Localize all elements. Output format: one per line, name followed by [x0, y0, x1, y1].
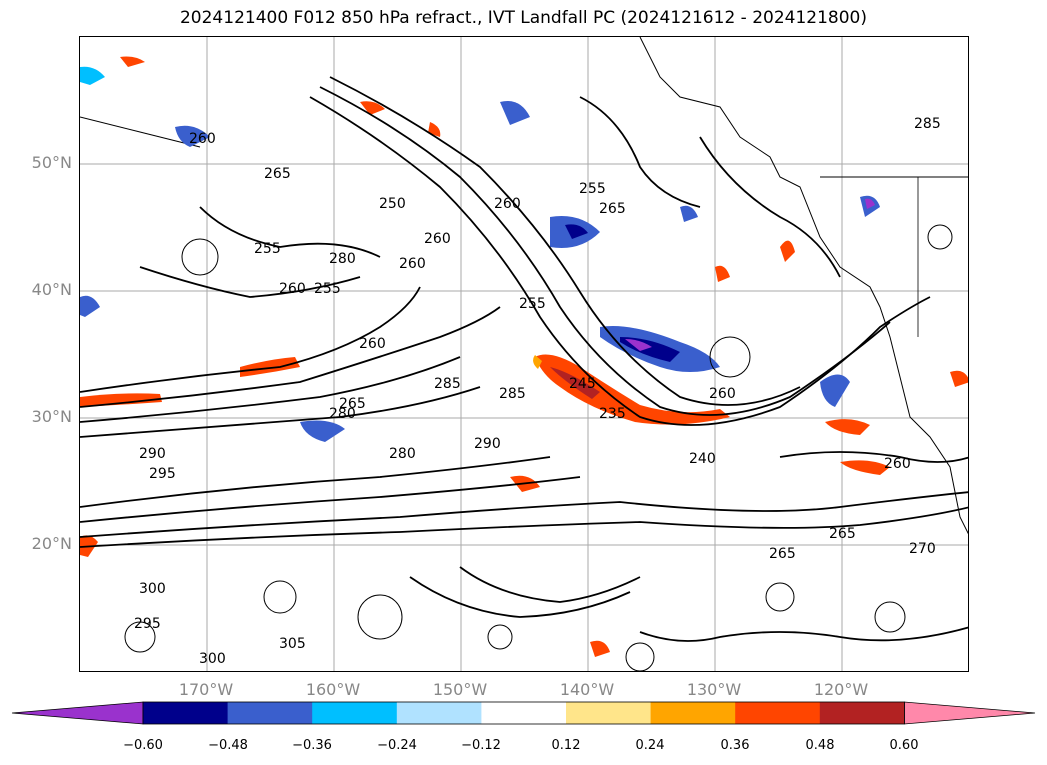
contour-label: 290 — [139, 446, 166, 462]
contour-label: 265 — [829, 526, 856, 542]
contour-label: 260 — [424, 231, 451, 247]
contour-label: 260 — [399, 256, 426, 272]
refractivity-contours — [80, 76, 968, 642]
colorbar-tick: 0.60 — [889, 738, 919, 753]
contour-label: 285 — [499, 386, 526, 402]
lon-label-150w: 150°W — [432, 680, 488, 699]
contour-label: 260 — [189, 131, 216, 147]
colorbar-tick: 0.24 — [635, 738, 665, 753]
colorbar-segment — [481, 702, 567, 724]
colorbar-tick: 0.36 — [720, 738, 750, 753]
lon-label-170w: 170°W — [178, 680, 234, 699]
lon-label-160w: 160°W — [305, 680, 361, 699]
colorbar-extend-high — [904, 701, 1036, 725]
contour-label: 250 — [379, 196, 406, 212]
contour-label: 240 — [689, 451, 716, 467]
lat-label-40n: 40°N — [31, 280, 72, 299]
contour-label: 260 — [709, 386, 736, 402]
map-panel — [79, 36, 969, 672]
contour-label: 305 — [279, 636, 306, 652]
contour-label: 265 — [599, 201, 626, 217]
colorbar — [11, 701, 1036, 725]
lon-label-120w: 120°W — [813, 680, 869, 699]
contour-label: 300 — [199, 651, 226, 667]
colorbar-segment — [566, 702, 652, 724]
lat-label-50n: 50°N — [31, 153, 72, 172]
contour-label: 285 — [914, 116, 941, 132]
colorbar-segment — [312, 702, 398, 724]
lon-label-130w: 130°W — [686, 680, 742, 699]
contour-label: 295 — [134, 616, 161, 632]
small-contours — [124, 224, 953, 671]
contour-label: 290 — [474, 436, 501, 452]
colorbar-extend-low — [11, 701, 144, 725]
map-canvas — [80, 37, 968, 671]
lon-label-140w: 140°W — [559, 680, 615, 699]
contour-label: 255 — [314, 281, 341, 297]
contour-label: 270 — [909, 541, 936, 557]
colorbar-segment — [650, 702, 736, 724]
colorbar-tick: 0.12 — [551, 738, 581, 753]
colorbar-tick: −0.36 — [292, 738, 332, 753]
contour-label: 265 — [769, 546, 796, 562]
colorbar-segment — [396, 702, 482, 724]
contour-label: 280 — [329, 251, 356, 267]
colorbar-segment — [143, 702, 229, 724]
colorbar-segment — [819, 702, 905, 724]
lat-label-30n: 30°N — [31, 407, 72, 426]
colorbar-tick: −0.24 — [377, 738, 417, 753]
contour-label: 260 — [279, 281, 306, 297]
contour-label: 235 — [599, 406, 626, 422]
contour-label: 255 — [579, 181, 606, 197]
colorbar-segment — [735, 702, 821, 724]
contour-label: 260 — [494, 196, 521, 212]
contour-label: 280 — [329, 406, 356, 422]
contour-label: 255 — [519, 296, 546, 312]
contour-label: 265 — [339, 396, 366, 412]
contour-label: 280 — [389, 446, 416, 462]
contour-label: 245 — [569, 376, 596, 392]
colorbar-tick: 0.48 — [805, 738, 835, 753]
colorbar-segment — [227, 702, 313, 724]
colorbar-tick: −0.48 — [208, 738, 248, 753]
colorbar-tick: −0.60 — [123, 738, 163, 753]
colorbar-tick: −0.12 — [461, 738, 501, 753]
coastline — [80, 37, 968, 535]
contour-label: 260 — [359, 336, 386, 352]
contour-label: 295 — [149, 466, 176, 482]
lat-label-20n: 20°N — [31, 534, 72, 553]
contour-label: 260 — [884, 456, 911, 472]
contour-label: 285 — [434, 376, 461, 392]
negative-anomaly-patches — [80, 66, 880, 442]
contour-label: 265 — [264, 166, 291, 182]
contour-label: 300 — [139, 581, 166, 597]
map-title: 2024121400 F012 850 hPa refract., IVT La… — [179, 8, 867, 28]
contour-label: 255 — [254, 241, 281, 257]
